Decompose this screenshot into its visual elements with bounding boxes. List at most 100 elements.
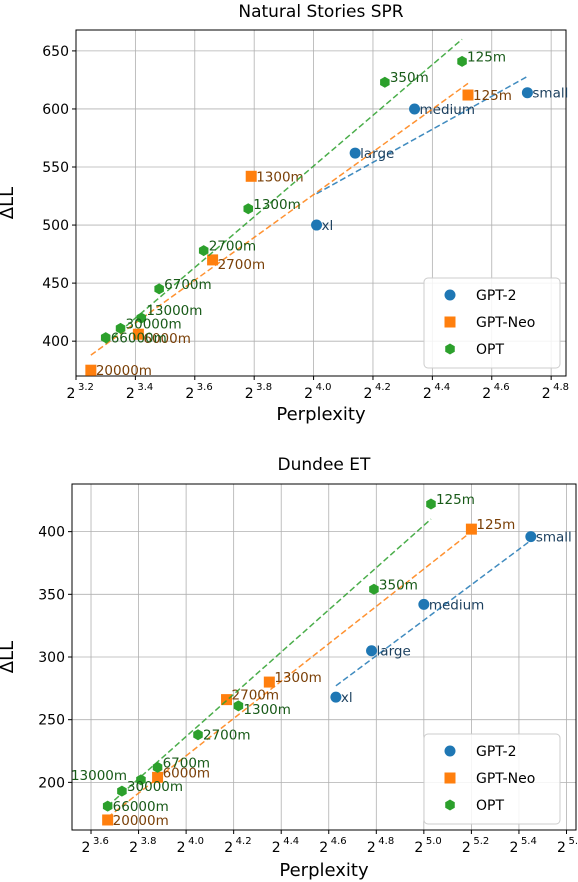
- data-label: 2700m: [209, 239, 257, 255]
- series-opt: 125m350m1300m2700m6700m13000m30000m66000…: [71, 492, 475, 815]
- y-axis-label: ΔLL: [0, 641, 18, 673]
- x-tick-label: 2: [482, 386, 491, 402]
- data-point: [100, 332, 111, 344]
- y-tick-label: 550: [42, 160, 69, 176]
- data-point: [221, 694, 233, 706]
- x-tick-exponent: 4.6: [331, 836, 347, 847]
- legend-entry: OPT: [476, 798, 504, 814]
- legend-entry: GPT-Neo: [476, 771, 535, 787]
- legend-entry: GPT-2: [476, 744, 517, 760]
- y-tick-label: 400: [38, 525, 65, 541]
- legend: GPT-2 GPT-Neo OPT: [423, 277, 561, 369]
- legend-entry: GPT-2: [476, 288, 517, 304]
- legend-marker: [444, 316, 456, 328]
- data-point: [102, 800, 113, 812]
- data-label: 125m: [473, 88, 512, 104]
- data-point: [525, 531, 537, 543]
- data-label: large: [360, 146, 394, 162]
- data-label: 13000m: [146, 303, 202, 319]
- data-label: 2700m: [203, 728, 251, 744]
- data-point: [85, 364, 97, 376]
- data-point: [243, 203, 254, 215]
- grid: [72, 484, 576, 830]
- y-tick-label: 450: [42, 276, 69, 292]
- data-label: 30000m: [127, 779, 183, 795]
- x-tick-label: 2: [414, 840, 423, 856]
- data-point: [198, 245, 209, 257]
- y-tick-label: 350: [38, 587, 65, 603]
- data-label: 1300m: [253, 197, 301, 213]
- trend-line: [107, 518, 432, 807]
- data-point: [117, 785, 127, 797]
- trend-line: [316, 75, 528, 195]
- data-point: [154, 283, 164, 295]
- x-tick-exponent: 4.4: [434, 382, 450, 393]
- data-point: [245, 170, 257, 182]
- data-point: [136, 312, 147, 324]
- data-point: [521, 87, 533, 99]
- legend-marker: [445, 343, 455, 355]
- data-point: [102, 814, 114, 826]
- data-point: [418, 598, 430, 610]
- y-tick-label: 600: [42, 102, 69, 118]
- x-tick-label: 2: [177, 840, 186, 856]
- y-tick-label: 300: [38, 650, 65, 666]
- x-tick-label: 2: [423, 386, 432, 402]
- data-point: [207, 254, 219, 266]
- x-tick-exponent: 5.2: [473, 836, 489, 847]
- data-label: 20000m: [113, 813, 169, 829]
- x-tick-label: 2: [185, 386, 194, 402]
- data-point: [115, 322, 126, 334]
- x-tick-exponent: 3.8: [141, 836, 157, 847]
- chart-2: 2 3.6 2 3.8 2 4.0 2 4.2 2 4.4 2 4.6 2 4.8 2 5.0 2 5.2 2 5.4…: [0, 455, 578, 881]
- data-label: 20000m: [96, 363, 152, 379]
- trend-line: [105, 38, 463, 345]
- x-tick-label: 2: [129, 840, 138, 856]
- x-tick-label: 2: [67, 386, 76, 402]
- data-point: [409, 103, 421, 115]
- data-label: 350m: [390, 70, 429, 86]
- data-point: [263, 676, 275, 688]
- y-tick-label: 400: [42, 334, 69, 350]
- grid: [75, 30, 566, 376]
- data-point: [233, 700, 244, 712]
- data-point: [369, 583, 379, 595]
- data-label: 125m: [436, 492, 475, 508]
- x-tick-exponent: 4.8: [553, 382, 569, 393]
- data-point: [330, 691, 342, 703]
- data-label: 1300m: [274, 670, 322, 686]
- x-tick-exponent: 4.0: [188, 836, 204, 847]
- data-point: [380, 76, 390, 88]
- x-tick-exponent: 5.0: [426, 836, 442, 847]
- y-axis-label: ΔLL: [0, 187, 18, 219]
- data-label: small: [536, 530, 572, 546]
- series-gpt-2: small medium large xl: [311, 75, 568, 234]
- chart-1: 2 3.2 2 3.4 2 3.6 2 3.8 2 4.0 2 4.2 2 4.4 2 4.6 2 4.84004…: [0, 2, 569, 425]
- x-tick-label: 2: [557, 840, 566, 856]
- x-tick-exponent: 4.8: [378, 836, 394, 847]
- data-label: 6000m: [163, 765, 211, 781]
- x-tick-exponent: 4.2: [236, 836, 252, 847]
- data-label: 2700m: [218, 257, 266, 273]
- data-point: [366, 645, 378, 657]
- y-tick-label: 200: [38, 775, 65, 791]
- x-tick-exponent: 5.6: [568, 836, 578, 847]
- x-tick-exponent: 5.4: [521, 836, 537, 847]
- legend-marker: [444, 289, 456, 301]
- chart-title: Natural Stories SPR: [238, 2, 403, 22]
- x-tick-label: 2: [542, 386, 551, 402]
- legend-marker: [444, 772, 456, 784]
- x-tick-exponent: 4.6: [494, 382, 510, 393]
- data-label: 1300m: [256, 169, 304, 185]
- data-point: [132, 328, 144, 340]
- x-axis-label: Perplexity: [279, 860, 369, 881]
- data-label: small: [532, 86, 568, 102]
- x-tick-exponent: 4.2: [375, 382, 391, 393]
- data-label: 1300m: [243, 702, 291, 718]
- x-tick-label: 2: [462, 840, 471, 856]
- x-tick-label: 2: [367, 840, 376, 856]
- x-tick-label: 2: [509, 840, 518, 856]
- x-tick-label: 2: [272, 840, 281, 856]
- legend-marker: [444, 745, 456, 757]
